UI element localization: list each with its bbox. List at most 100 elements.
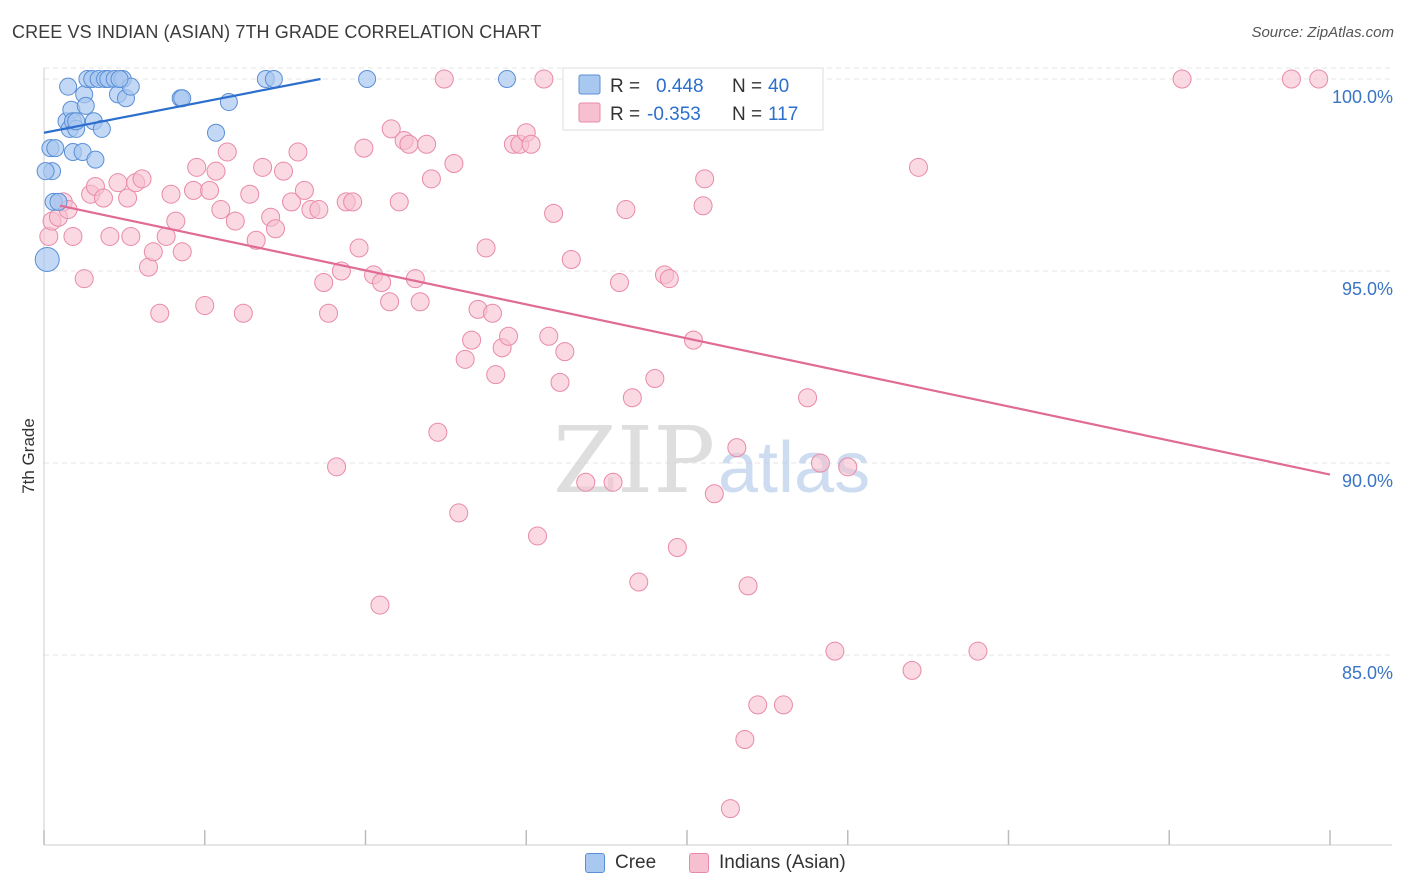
indian-point xyxy=(274,161,294,181)
chart-title: CREE VS INDIAN (ASIAN) 7TH GRADE CORRELA… xyxy=(12,22,542,42)
indian-point xyxy=(748,695,768,715)
legend-box: R = 0.448 N = 40 R = -0.353 N = 117 xyxy=(562,67,824,131)
y-axis-label: 7th Grade xyxy=(19,418,38,494)
legend-cree-n-label: N = xyxy=(732,76,762,97)
cree-point xyxy=(358,70,377,88)
indian-point xyxy=(629,572,649,592)
scatter-chart: ZIP atlas 85.0%90.0%95.0%100.0%0.0%80.0%… xyxy=(19,67,1393,846)
indian-point xyxy=(327,457,347,477)
indian-point xyxy=(534,69,554,89)
bottom-legend-indian: Indians (Asian) xyxy=(689,852,846,874)
legend-cree-n-value: 40 xyxy=(768,76,789,97)
indian-point xyxy=(476,238,496,258)
bottom-legend: Cree Indians (Asian) xyxy=(0,850,1406,880)
indian-point xyxy=(172,242,192,262)
indian-point xyxy=(539,326,559,346)
indian-point xyxy=(381,119,401,139)
indian-point xyxy=(609,273,629,293)
indian-point xyxy=(1281,69,1301,89)
bottom-legend-cree-label: Cree xyxy=(615,852,657,873)
legend-indian-n-value: 117 xyxy=(768,104,798,125)
indian-point xyxy=(738,576,758,596)
indian-point xyxy=(693,196,713,216)
cree-point xyxy=(34,246,60,272)
indian-point xyxy=(645,369,665,389)
indian-point xyxy=(100,226,120,246)
indian-point xyxy=(417,134,437,154)
indian-point xyxy=(93,188,113,208)
legend-cree-r-value: 0.448 xyxy=(656,76,704,97)
indian-point xyxy=(354,138,374,158)
indian-point xyxy=(486,365,506,385)
legend-cree-r-label: R = xyxy=(610,76,640,97)
indian-point xyxy=(343,192,363,212)
indian-point xyxy=(428,422,448,442)
indian-point xyxy=(380,292,400,312)
cree-trend-line xyxy=(43,77,321,134)
indian-point xyxy=(798,388,818,408)
cree-point xyxy=(59,77,78,96)
y-tick-label: 100.0% xyxy=(1332,87,1393,107)
bottom-legend-cree: Cree xyxy=(585,852,656,874)
indian-point xyxy=(1172,69,1192,89)
indian-point xyxy=(838,457,858,477)
indian-point xyxy=(143,242,163,262)
indian-point xyxy=(166,211,186,231)
cree-point xyxy=(264,70,283,88)
cree-point xyxy=(86,150,105,169)
indian-point xyxy=(462,330,482,350)
chart-source: Source: ZipAtlas.com xyxy=(1251,24,1394,41)
indian-point xyxy=(521,134,541,154)
indian-point xyxy=(121,226,141,246)
indian-series xyxy=(39,69,1329,819)
indian-point xyxy=(150,303,170,323)
indian-point xyxy=(74,269,94,289)
indian-point xyxy=(695,169,715,189)
trend-lines xyxy=(43,77,1331,476)
ticks: 85.0%90.0%95.0%100.0%0.0%80.0% xyxy=(43,87,1393,845)
indian-point xyxy=(1309,69,1329,89)
indian-point xyxy=(550,372,570,392)
indian-point xyxy=(622,388,642,408)
cree-point xyxy=(497,70,516,88)
indian-point xyxy=(667,537,687,557)
cree-point xyxy=(46,139,65,158)
indian-swatch xyxy=(689,853,709,873)
indian-point xyxy=(902,660,922,680)
indian-point xyxy=(309,200,329,220)
indian-point xyxy=(265,219,285,239)
cree-point xyxy=(110,70,129,88)
indian-point xyxy=(727,438,747,458)
indian-point xyxy=(200,180,220,200)
indian-point xyxy=(314,273,334,293)
indian-point xyxy=(704,484,724,504)
legend-indian-n-label: N = xyxy=(732,104,762,125)
indian-point xyxy=(108,173,128,193)
y-tick-label: 90.0% xyxy=(1342,471,1393,491)
watermark-zip: ZIP xyxy=(553,407,715,514)
indian-point xyxy=(908,157,928,177)
indian-point xyxy=(282,192,302,212)
indian-point xyxy=(211,200,231,220)
indian-point xyxy=(63,226,83,246)
cree-point xyxy=(207,123,226,142)
indian-point xyxy=(720,799,740,819)
indian-point xyxy=(240,184,260,204)
indian-point xyxy=(773,695,793,715)
indian-point xyxy=(233,303,253,323)
indian-point xyxy=(735,729,755,749)
cree-series xyxy=(34,70,516,272)
cree-point xyxy=(76,96,95,115)
indian-point xyxy=(294,180,314,200)
indian-point xyxy=(187,157,207,177)
indian-point xyxy=(225,211,245,231)
cree-point xyxy=(49,192,68,211)
indian-point xyxy=(544,203,564,223)
indian-point xyxy=(449,503,469,523)
indian-point xyxy=(319,303,339,323)
indian-point xyxy=(195,296,215,316)
indian-point xyxy=(410,292,430,312)
indian-point xyxy=(603,472,623,492)
legend-cree-swatch xyxy=(578,74,601,95)
indian-point xyxy=(161,184,181,204)
